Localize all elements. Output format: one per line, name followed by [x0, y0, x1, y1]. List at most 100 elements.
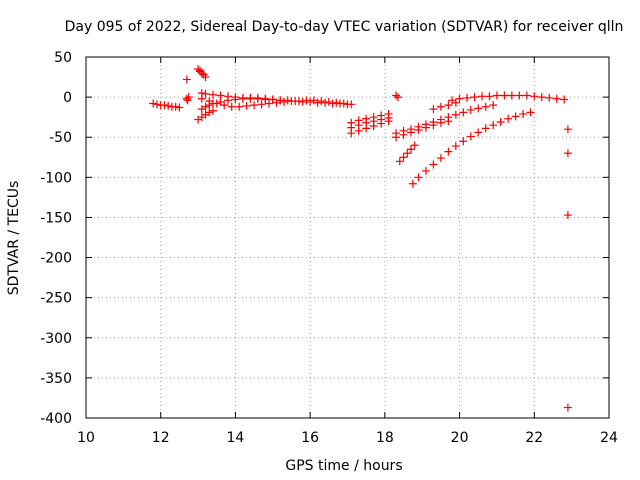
data-point [392, 133, 401, 142]
data-point [294, 97, 303, 106]
axis-ticks [85, 56, 610, 419]
data-point [530, 92, 539, 101]
data-point [384, 109, 393, 118]
data-point [250, 101, 259, 110]
x-tick-label: 18 [376, 430, 394, 446]
data-point [444, 117, 453, 126]
data-point [268, 95, 277, 104]
y-tick-label: -250 [40, 291, 72, 307]
data-point [227, 102, 236, 111]
data-point [466, 132, 475, 141]
data-point [321, 98, 330, 107]
data-point [504, 114, 513, 123]
data-point [205, 101, 214, 110]
data-point [209, 106, 218, 115]
data-point [171, 102, 180, 111]
y-tick-label: -150 [40, 210, 72, 226]
data-point [216, 97, 225, 106]
data-point [309, 96, 318, 105]
data-point [429, 105, 438, 114]
data-point [209, 99, 218, 108]
y-tick-labels: 50 0 -50 -100 -150 -200 -250 -300 -350 -400 [40, 50, 72, 427]
data-point [283, 96, 292, 105]
chart-title: Day 095 of 2022, Sidereal Day-to-day VTE… [65, 19, 624, 35]
data-point [522, 91, 531, 100]
data-point [369, 113, 378, 122]
data-point [481, 124, 490, 133]
data-point [451, 142, 460, 151]
data-point [332, 98, 341, 107]
data-point [201, 73, 210, 82]
data-point [306, 97, 315, 106]
data-point [455, 94, 464, 103]
data-point [448, 96, 457, 105]
data-point [183, 96, 192, 105]
y-tick-label: -100 [40, 170, 72, 186]
data-point [201, 89, 210, 98]
data-point [429, 121, 438, 130]
data-point [195, 67, 204, 76]
data-point [324, 97, 333, 106]
data-point [414, 126, 423, 135]
data-point [519, 109, 528, 118]
data-point [347, 118, 356, 127]
data-point [563, 149, 572, 158]
x-tick-label: 20 [451, 430, 469, 446]
data-point [201, 102, 210, 111]
data-point [459, 108, 468, 117]
data-point [242, 101, 251, 110]
data-point [403, 149, 412, 158]
data-point [362, 114, 371, 123]
data-point [287, 97, 296, 106]
data-point [182, 75, 191, 84]
data-point [489, 121, 498, 130]
x-tick-label: 10 [77, 430, 95, 446]
data-point [507, 91, 516, 100]
data-point [399, 153, 408, 162]
grid [86, 57, 609, 418]
data-point [515, 91, 524, 100]
data-point [261, 94, 270, 103]
data-point [563, 403, 572, 412]
y-axis-label: SDTVAR / TECUs [6, 181, 22, 296]
data-point [563, 125, 572, 134]
data-point [407, 145, 416, 154]
data-point [474, 128, 483, 137]
data-point [436, 102, 445, 111]
data-point [560, 95, 569, 104]
data-point [463, 93, 472, 102]
data-point [347, 100, 356, 109]
data-point [265, 99, 274, 108]
data-point [276, 96, 285, 105]
x-tick-label: 24 [600, 430, 618, 446]
data-point [526, 108, 535, 117]
data-point [339, 99, 348, 108]
data-point [563, 211, 572, 220]
data-point [496, 117, 505, 126]
data-point [317, 97, 326, 106]
data-point [393, 93, 402, 102]
data-point [298, 97, 307, 106]
x-tick-label: 12 [152, 430, 170, 446]
data-point [197, 94, 206, 103]
data-point [436, 154, 445, 163]
y-tick-label: 0 [63, 90, 72, 106]
data-point [395, 157, 404, 166]
y-tick-label: -200 [40, 251, 72, 267]
data-point [152, 100, 161, 109]
data-point [399, 130, 408, 139]
data-points [149, 65, 572, 412]
data-point [279, 97, 288, 106]
data-point [392, 91, 401, 100]
data-point [474, 104, 483, 113]
data-point [302, 96, 311, 105]
data-point [489, 101, 498, 110]
y-tick-label: -400 [40, 411, 72, 427]
data-point [205, 108, 214, 117]
data-point [451, 110, 460, 119]
data-point [377, 111, 386, 120]
data-point [481, 102, 490, 111]
data-point [253, 93, 262, 102]
data-point [470, 93, 479, 102]
